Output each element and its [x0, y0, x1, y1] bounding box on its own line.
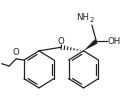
Text: O: O: [58, 37, 65, 46]
Text: NH: NH: [76, 13, 89, 22]
Text: O: O: [12, 48, 19, 57]
Text: OH: OH: [108, 37, 121, 46]
Text: 2: 2: [89, 17, 94, 23]
Polygon shape: [84, 39, 98, 51]
